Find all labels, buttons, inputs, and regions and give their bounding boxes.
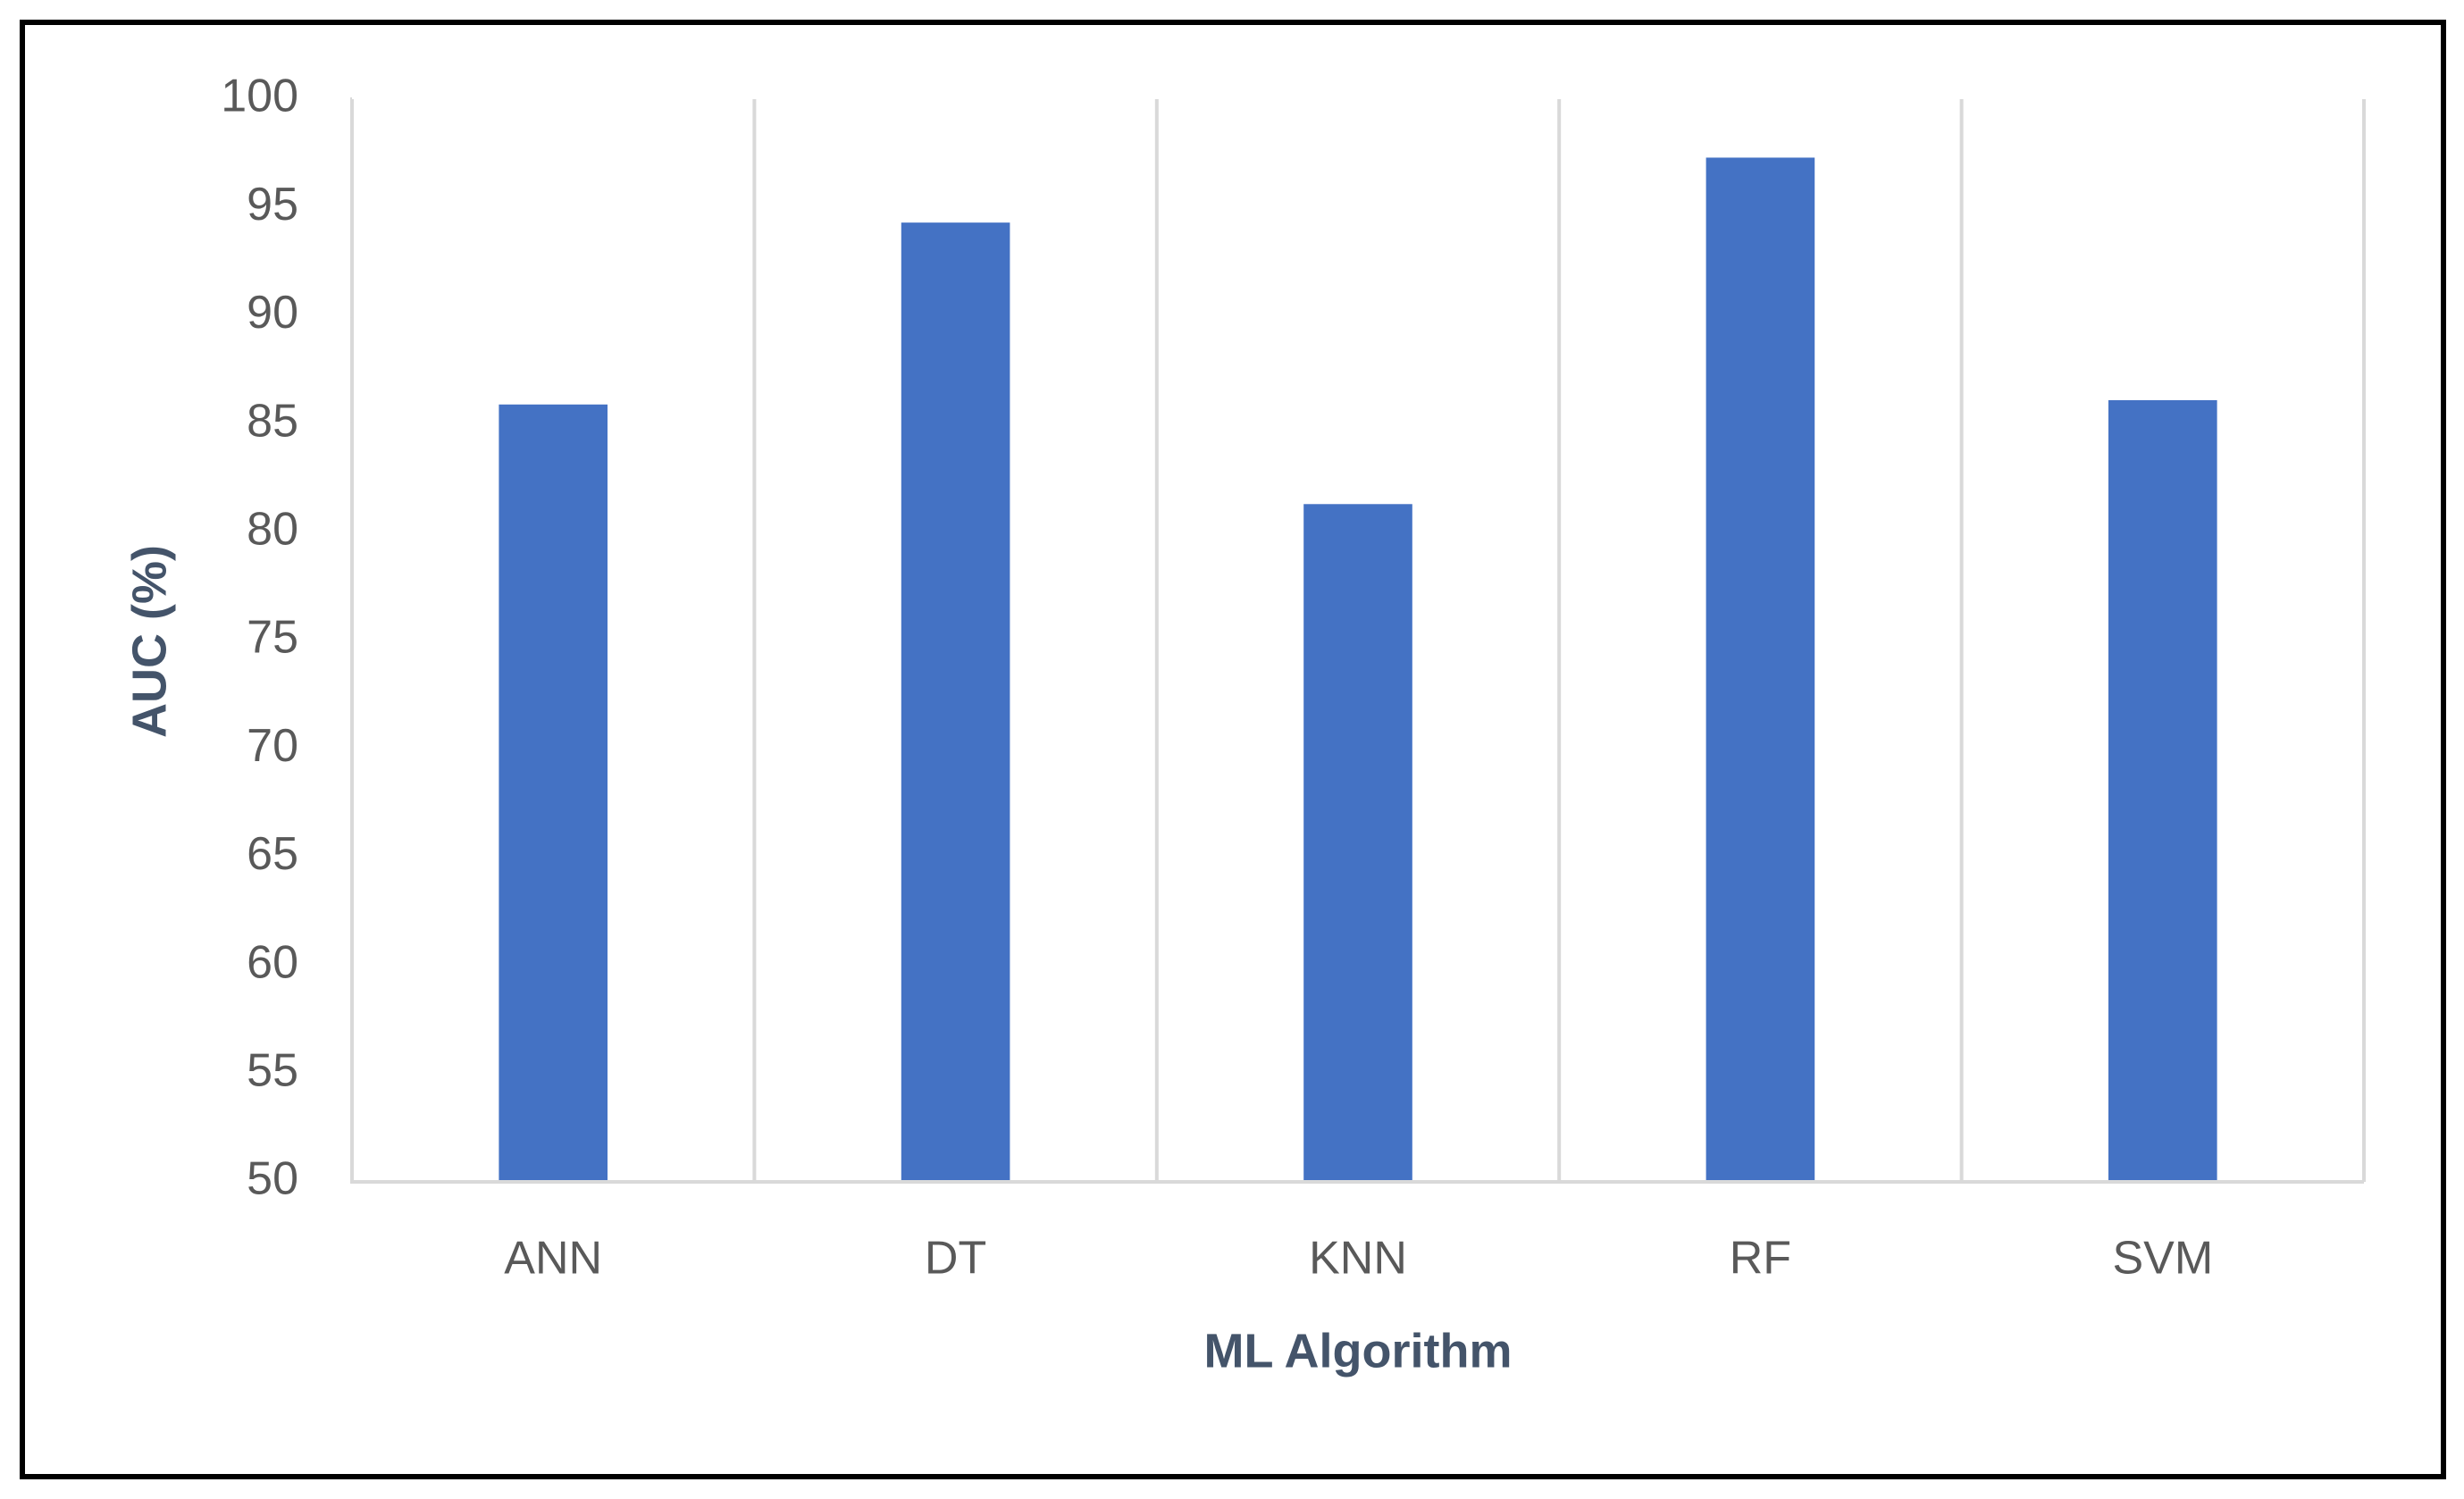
bar [499,404,608,1182]
bar [1303,504,1412,1182]
x-tick-label: DT [925,1233,986,1285]
y-tick-label: 65 [247,828,298,880]
y-tick-label: 80 [247,504,298,556]
y-tick-label: 55 [247,1045,298,1097]
x-tick-label: ANN [504,1233,602,1285]
bar [901,222,1010,1183]
x-tick-label: SVM [2112,1233,2213,1285]
y-tick-label: 90 [247,287,298,339]
y-tick-label: 75 [247,612,298,664]
x-axis-title: ML Algorithm [1204,1324,1513,1378]
frame [20,20,2446,1479]
y-tick-label: 95 [247,179,298,230]
y-tick-label: 85 [247,395,298,447]
y-tick-label: 100 [221,71,298,122]
y-tick-label: 60 [247,936,298,988]
y-axis-title: AUC (%) [122,545,176,738]
bar [2108,399,2217,1182]
bar [1706,157,1815,1182]
x-tick-label: KNN [1309,1233,1407,1285]
y-tick-label: 70 [247,720,298,772]
x-tick-label: RF [1730,1233,1791,1285]
y-tick-label: 50 [247,1153,298,1205]
